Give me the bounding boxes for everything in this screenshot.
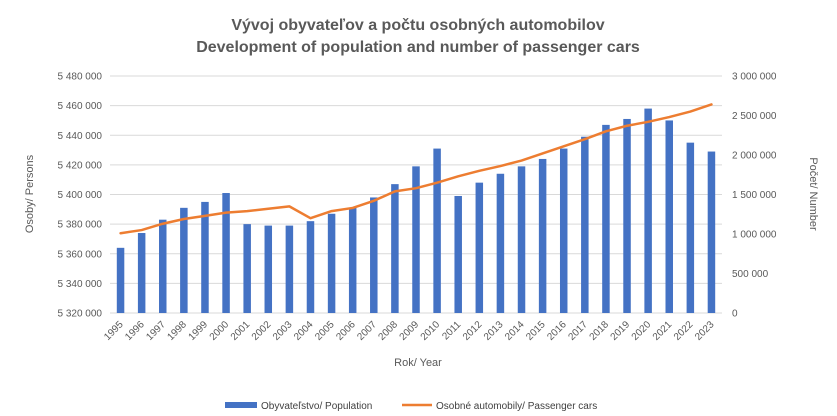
chart-title: Vývoj obyvateľov a počtu osobných automo…	[231, 17, 604, 34]
x-tick-label: 2022	[672, 319, 696, 343]
x-tick-label: 2014	[503, 319, 527, 343]
left-tick-label: 5 440 000	[58, 131, 103, 142]
legend-population-label: Obyvateľstvo/ Population	[261, 401, 372, 412]
x-tick-label: 2017	[566, 319, 590, 343]
right-axis-title: Počet/ Number	[807, 157, 819, 231]
population-bar	[559, 148, 568, 313]
x-tick-label: 1995	[102, 319, 126, 343]
x-tick-label: 1998	[165, 319, 189, 343]
x-tick-label: 2010	[419, 319, 443, 343]
population-bar	[517, 166, 526, 313]
population-bar	[222, 193, 230, 313]
left-tick-label: 5 480 000	[58, 72, 103, 83]
right-tick-label: 1 500 000	[732, 190, 777, 201]
population-bar	[623, 118, 631, 313]
x-tick-label: 2004	[292, 319, 316, 343]
population-bar	[496, 173, 505, 313]
x-tick-label: 2001	[229, 319, 253, 343]
population-bar	[644, 108, 652, 314]
x-tick-label: 1999	[187, 319, 211, 343]
left-tick-label: 5 460 000	[58, 101, 103, 112]
right-tick-label: 0	[732, 309, 738, 320]
x-axis-title: Rok/ Year	[394, 357, 442, 369]
population-bar	[391, 184, 399, 313]
x-tick-label: 1997	[144, 319, 168, 343]
population-bar	[475, 182, 484, 313]
population-bar	[159, 219, 167, 313]
left-tick-label: 5 360 000	[58, 249, 103, 260]
left-tick-label: 5 400 000	[58, 190, 103, 201]
bar-series	[116, 108, 716, 314]
right-tick-label: 500 000	[732, 269, 769, 280]
x-tick-label: 2003	[271, 319, 295, 343]
line-series	[119, 103, 713, 235]
x-tick-label: 2007	[355, 319, 379, 343]
x-tick-label: 2002	[250, 319, 274, 343]
x-tick-label: 2008	[377, 319, 401, 343]
population-bar	[285, 225, 294, 313]
x-tick-label: 2013	[482, 319, 506, 343]
population-bar	[454, 195, 462, 313]
population-bar	[707, 151, 716, 313]
population-bar	[327, 213, 336, 313]
population-bar	[180, 207, 188, 313]
right-tick-label: 3 000 000	[732, 72, 777, 83]
x-tick-label: 2023	[693, 319, 717, 343]
x-tick-label: 2005	[313, 319, 337, 343]
population-bar	[665, 120, 673, 313]
x-axis-ticks: 1995199619971998199920002001200220032004…	[102, 319, 717, 343]
right-axis-ticks: 0 500 000 1 000 000 1 500 000 2 000 000 2 500…	[732, 72, 777, 320]
population-bar	[686, 142, 695, 313]
left-axis-title: Osoby/ Persons	[24, 154, 36, 233]
population-bar	[433, 148, 441, 313]
legend: Obyvateľstvo/ Population Osobné automobi…	[225, 401, 597, 412]
left-tick-label: 5 420 000	[58, 160, 103, 171]
x-tick-label: 2016	[545, 319, 569, 343]
population-bar	[348, 207, 357, 313]
left-tick-label: 5 320 000	[58, 309, 103, 320]
x-tick-label: 2020	[630, 319, 654, 343]
population-bar	[116, 247, 125, 313]
x-tick-label: 1996	[123, 319, 147, 343]
x-tick-label: 2000	[208, 319, 232, 343]
left-tick-label: 5 380 000	[58, 220, 103, 231]
population-bar	[581, 136, 589, 313]
x-tick-label: 2011	[440, 319, 463, 342]
population-bar	[264, 225, 273, 313]
right-tick-label: 2 500 000	[732, 111, 777, 122]
chart-subtitle: Development of population and number of …	[196, 39, 640, 56]
population-bar	[602, 124, 610, 313]
legend-population-swatch	[225, 402, 257, 408]
population-bar	[412, 166, 420, 313]
left-tick-label: 5 340 000	[58, 279, 103, 290]
legend-cars-label: Osobné automobily/ Passenger cars	[436, 401, 597, 412]
population-bar	[370, 197, 378, 313]
x-tick-label: 2021	[651, 319, 675, 343]
population-bar	[538, 158, 547, 313]
right-tick-label: 2 000 000	[732, 151, 777, 162]
x-tick-label: 2009	[398, 319, 422, 343]
population-bar	[243, 224, 251, 313]
x-tick-label: 2015	[524, 319, 548, 343]
x-tick-label: 2006	[334, 319, 358, 343]
x-tick-label: 2012	[461, 319, 485, 343]
x-tick-label: 2019	[609, 319, 633, 343]
right-tick-label: 1 000 000	[732, 230, 777, 241]
population-bar	[306, 221, 315, 313]
x-tick-label: 2018	[588, 319, 612, 343]
population-bar	[201, 201, 209, 313]
left-axis-ticks: 5 320 000 5 340 000 5 360 000 5 380 000 5 40…	[58, 72, 103, 320]
population-bar	[137, 233, 146, 313]
